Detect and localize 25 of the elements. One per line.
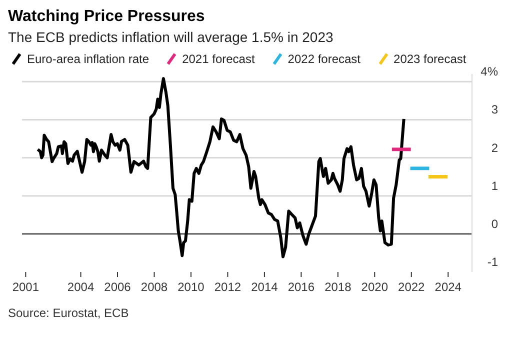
y-tick-label: 4% [480,64,498,79]
y-tick-label: 3 [491,102,498,117]
x-tick-label: 2012 [214,280,242,294]
legend-label: 2022 forecast [288,52,361,66]
x-tick-label: 2010 [178,280,205,294]
x-tick-label: 2018 [324,280,352,294]
y-tick-label: 1 [491,178,498,193]
x-tick-label: 2014 [251,280,278,294]
chart-title: Watching Price Pressures [8,8,206,26]
x-tick-label: 2004 [67,280,94,294]
x-tick-label: 2020 [361,280,388,294]
legend-label: Euro-area inflation rate [27,52,150,66]
x-tick-label: 2016 [288,280,315,294]
y-tick-label: 0 [491,216,498,231]
x-tick-label: 2024 [434,280,462,294]
chart-subtitle: The ECB predicts inflation will average 1.5% in 2023 [8,28,334,46]
source-note: Source: Eurostat, ECB [8,306,130,320]
legend-label: 2023 forecast [394,52,466,66]
x-tick-label: 2022 [398,280,426,294]
x-tick-label: 2008 [140,280,168,294]
y-tick-label: -1 [487,255,498,269]
x-tick-label: 2006 [104,280,132,294]
y-tick-label: 2 [491,140,498,155]
legend-label: 2021 forecast [182,52,255,66]
x-tick-label: 2001 [12,280,40,294]
